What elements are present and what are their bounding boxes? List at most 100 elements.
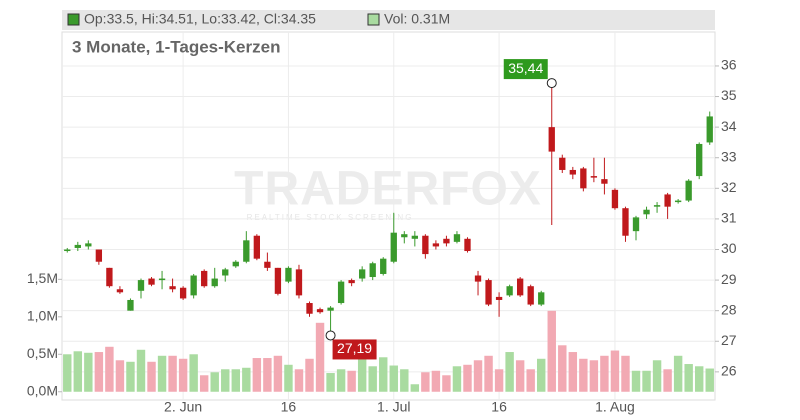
candle-body [148,278,155,285]
candle-body [590,176,598,178]
volume-bar [652,360,662,392]
y-tick-label: 35 [721,87,737,103]
volume-bar [305,358,314,392]
x-tick-label: 1. Jul [377,399,410,415]
volume-bar [105,346,114,392]
volume-bar [189,354,198,392]
volume-bar [63,354,72,392]
candle-body [422,235,429,255]
volume-bar [705,368,714,392]
volume-bar [568,352,578,392]
candle-body [432,243,440,247]
y-tick-label: 29 [721,271,737,287]
candle-body [485,280,492,305]
candle-body [369,263,376,278]
candle-body [443,238,450,244]
candle-body [306,303,313,314]
candle-body [580,168,587,189]
volume-bar [315,322,325,392]
watermark-subtitle: REALTIME STOCK SCREENING [247,213,414,222]
candle-body [158,278,166,281]
candle-body [516,278,524,296]
legend-bar [62,10,715,30]
volume-bar [421,372,430,392]
watermark-title: TRADERFOX [234,163,542,216]
volume-bar [631,370,641,392]
volume-bar [210,372,219,392]
candle-body [453,234,461,242]
volume-bar [168,355,177,392]
y-tick-label: 34 [721,118,737,134]
volume-bar [252,358,262,392]
legend-swatch [367,13,380,26]
y-tick-label: 36 [721,57,737,73]
legend-volume: Vol: 0.31M [384,11,450,27]
candle-body [622,208,629,236]
volume-bar [231,369,240,392]
x-tick-label: 1. Aug [595,399,635,415]
candle-body [316,309,324,313]
volume-bar [115,360,125,392]
volume-bar [400,369,409,392]
candle-body [264,261,271,268]
candle-body [169,286,176,290]
volume-bar [157,355,167,392]
candle-body [179,287,187,299]
volume-bar [199,375,209,392]
candle-body [411,235,418,239]
volume-bar [326,373,335,392]
volume-bar [537,358,546,392]
volume-bar [452,366,462,392]
volume-bar [273,355,283,392]
candle-body [232,261,239,267]
volume-bar [663,369,672,392]
candle-body [243,240,250,262]
annotation-box [332,339,377,360]
candle-body [295,269,303,296]
candle-body [653,205,661,207]
y-tick-label: 27 [721,332,737,348]
volume-bar [357,358,367,392]
candle-body [474,275,482,282]
legend-swatch [67,13,80,26]
volume-bar [473,360,483,392]
candle-body [464,238,471,252]
volume-bar [610,350,620,392]
candle-body [327,307,334,311]
volume-bar [136,349,146,392]
volume-bar [684,364,693,392]
volume-bar [526,369,535,392]
volume-bar [694,366,704,392]
candle-body [569,169,576,175]
candle-body [106,267,113,287]
candle-body [401,234,408,238]
volume-bar [579,358,588,392]
candle-body [664,194,671,207]
volume-bar [547,310,556,392]
volume-bar [505,352,514,392]
volume-bar [442,375,451,392]
y-tick-label: 26 [721,363,737,379]
volume-bar [336,369,346,392]
volume-bar [147,361,156,392]
legend-ohlc: Op:33.5, Hi:34.51, Lo:33.42, Cl:34.35 [84,11,316,27]
volume-bar [284,364,293,392]
candle-body [95,249,103,262]
volume-bar [368,366,377,392]
candle-body [253,235,261,259]
candle-body [601,179,608,184]
candle-body [274,267,282,294]
volume-bar [431,370,441,392]
volume-bar [673,355,683,392]
candle-body [337,281,345,304]
candle-body [527,286,534,305]
candle-body [548,127,555,152]
candle-body [74,244,81,248]
volume-bar [221,369,230,392]
y-tick-label: 33 [721,148,737,164]
volume-bar [84,352,93,392]
candle-body [116,289,124,293]
